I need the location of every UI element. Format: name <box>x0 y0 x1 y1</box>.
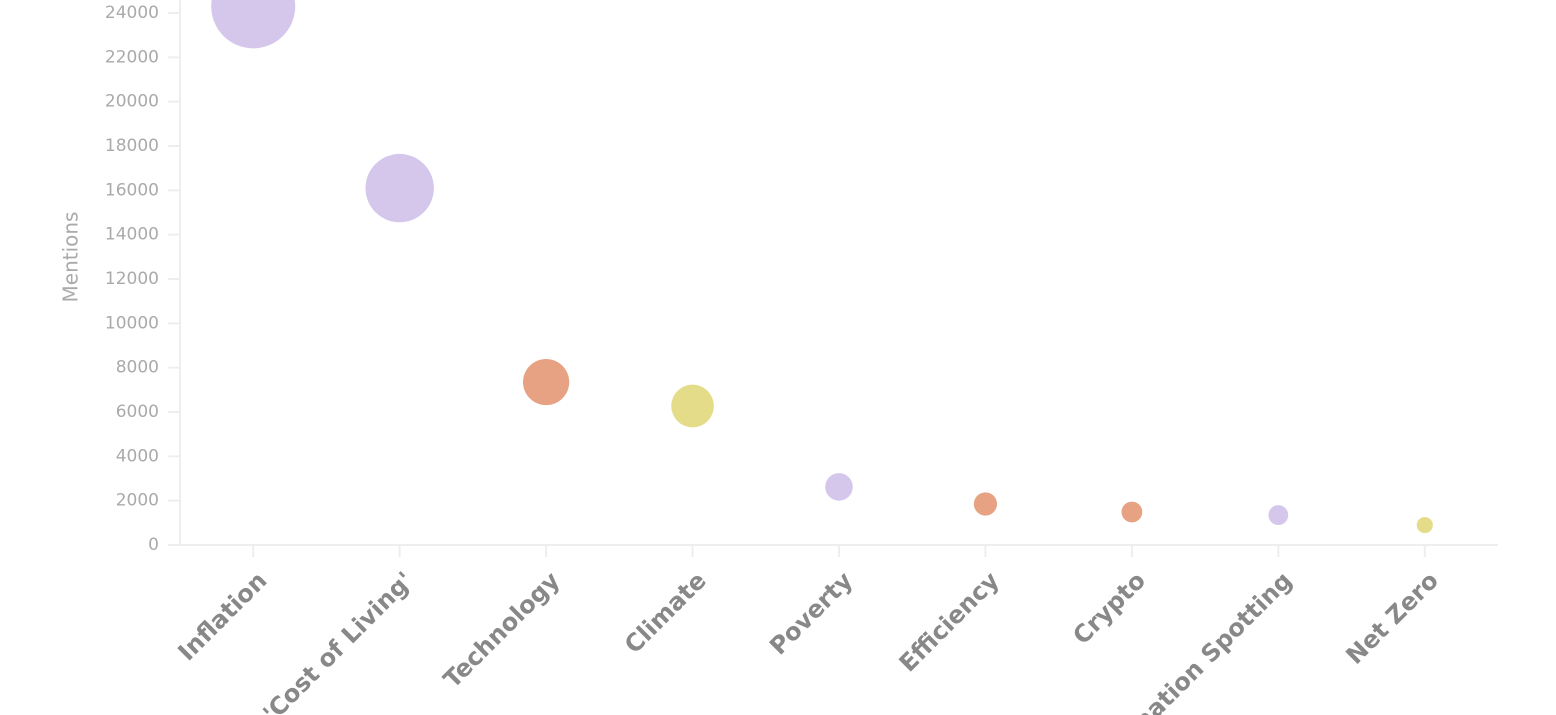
bubble <box>1416 516 1433 534</box>
bubble <box>973 492 998 516</box>
bubble <box>211 0 296 49</box>
bubble <box>365 153 434 223</box>
y-tick-label: 18000 <box>105 136 159 156</box>
y-tick-label: 0 <box>148 535 159 555</box>
x-tick-label: Technology <box>438 566 565 693</box>
x-tick-label: Climate <box>619 566 712 659</box>
y-tick-label: 12000 <box>105 269 159 289</box>
y-axis-label: Mentions <box>59 212 83 303</box>
bubble <box>1121 501 1143 523</box>
x-tick-label: Inflation <box>173 566 273 666</box>
y-tick-label: 22000 <box>105 47 159 67</box>
x-tick-label: Poverty <box>764 566 858 660</box>
y-tick-label: 8000 <box>116 358 159 378</box>
x-tick-label: Efficiency <box>894 566 1005 677</box>
y-tick-label: 6000 <box>116 402 159 422</box>
x-tick-label: Net Zero <box>1341 566 1444 669</box>
y-tick-label: 24000 <box>105 3 159 23</box>
bubble <box>1268 505 1289 525</box>
y-tick-label: 4000 <box>116 446 159 466</box>
y-tick-label: 10000 <box>105 313 159 333</box>
bubble <box>825 473 853 501</box>
y-tick-label: 14000 <box>105 225 159 245</box>
y-tick-label: 20000 <box>105 92 159 112</box>
bubble <box>523 358 570 406</box>
y-tick-label: 2000 <box>116 491 159 511</box>
x-tick-label: 'Cost of Living' <box>258 566 419 715</box>
y-tick-label: 16000 <box>105 180 159 200</box>
x-tick-label: Crypto <box>1067 566 1151 650</box>
bubble <box>671 384 714 428</box>
